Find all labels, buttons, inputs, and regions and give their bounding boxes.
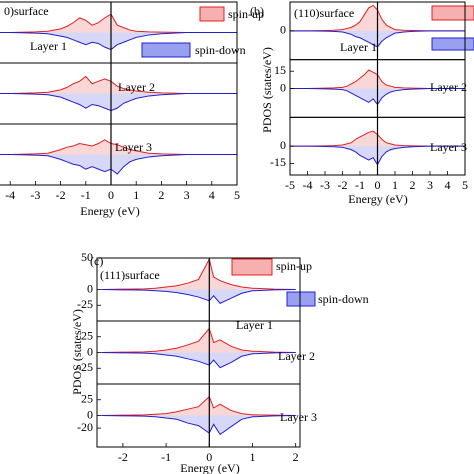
layer-label: Layer 1: [30, 39, 67, 53]
pdos-line: [0, 32, 237, 51]
legend-swatch: [286, 291, 316, 307]
y-tick-label: -25: [77, 360, 93, 374]
pdos-line: [0, 139, 237, 155]
x-tick-label: -3: [30, 188, 40, 202]
layer-label: Layer 2: [430, 80, 467, 94]
panel-label: (b): [250, 4, 264, 18]
layer-label: Layer 3: [280, 410, 317, 424]
pdos-area: [0, 139, 237, 155]
y-tick-label: 0: [280, 138, 286, 152]
pdos-line: [0, 13, 237, 33]
x-tick-label: 0: [108, 188, 114, 202]
pdos-area: [101, 289, 296, 304]
y-tick-label: 0: [87, 344, 93, 358]
x-axis-label: Energy (eV): [80, 204, 139, 218]
pdos-line: [0, 93, 237, 112]
layer-label: Layer 3: [430, 140, 467, 154]
pdos-area: [0, 76, 237, 94]
panel-title: (110)surface: [294, 6, 354, 20]
pdos-line: [290, 69, 465, 89]
x-tick-label: 5: [234, 188, 240, 202]
pdos-line: [101, 257, 296, 290]
x-tick-label: -1: [161, 450, 171, 464]
x-tick-label: -4: [303, 178, 313, 192]
pdos-area: [101, 396, 296, 416]
x-tick-label: 4: [445, 178, 451, 192]
y-tick-label: 25: [81, 329, 93, 343]
x-tick-label: -5: [285, 178, 295, 192]
x-tick-label: 0: [206, 450, 212, 464]
x-tick-label: 1: [249, 450, 255, 464]
x-tick-label: 1: [392, 178, 398, 192]
y-tick-label: 0: [87, 407, 93, 421]
x-axis-label: Energy (eV): [348, 192, 407, 206]
panel-title: (111)surface: [100, 268, 160, 282]
legend-label: spin-down: [195, 43, 246, 57]
pdos-line: [101, 289, 296, 304]
legend-label: spin-down: [318, 292, 369, 306]
legend-label: spin-up: [276, 259, 312, 273]
y-tick-label: 0: [280, 23, 286, 37]
pdos-line: [0, 154, 237, 175]
y-axis-label: PDOS (states/eV): [70, 309, 84, 395]
layer-label: Layer 3: [115, 140, 152, 154]
y-axis-label: PDOS (states/eV): [260, 47, 274, 133]
pdos-area: [0, 154, 237, 175]
y-tick-label: -15: [270, 155, 286, 169]
layer-label: Layer 1: [340, 40, 377, 54]
x-tick-label: 2: [158, 188, 164, 202]
x-tick-label: 3: [427, 178, 433, 192]
pdos-area: [101, 259, 296, 290]
x-tick-label: -2: [338, 178, 348, 192]
y-tick-label: 15: [274, 63, 286, 77]
pdos-line: [290, 88, 465, 106]
x-tick-label: -1: [81, 188, 91, 202]
pdos-area: [0, 14, 237, 33]
legend-swatch: [231, 258, 273, 276]
x-tick-label: -2: [56, 188, 66, 202]
pdos-area: [0, 93, 237, 111]
panel-title: 0)surface: [4, 4, 49, 18]
pdos-area: [101, 352, 296, 368]
pdos-area: [101, 328, 296, 353]
pdos-line: [101, 395, 296, 416]
pdos-line: [101, 327, 296, 353]
y-tick-label: 0: [87, 281, 93, 295]
x-tick-label: 5: [462, 178, 468, 192]
pdos-line: [290, 4, 465, 32]
pdos-area: [101, 415, 296, 435]
x-tick-label: -2: [118, 450, 128, 464]
legend-swatch: [199, 6, 225, 22]
pdos-line: [101, 352, 296, 369]
y-tick-label: 50: [81, 250, 93, 264]
x-tick-label: 4: [209, 188, 215, 202]
legend-swatch: [431, 5, 474, 21]
layer-frame: [96, 383, 301, 448]
pdos-line: [290, 145, 465, 166]
layer-label: Layer 2: [278, 349, 315, 363]
x-tick-label: 2: [410, 178, 416, 192]
y-tick-label: -20: [77, 420, 93, 434]
y-tick-label: 0: [280, 80, 286, 94]
pdos-line: [101, 415, 296, 436]
x-tick-label: -1: [355, 178, 365, 192]
pdos-area: [0, 32, 237, 50]
pdos-line: [0, 75, 237, 94]
legend-swatch: [431, 37, 474, 51]
layer-label: Layer 1: [236, 318, 273, 332]
y-tick-label: -25: [77, 297, 93, 311]
x-axis-label: Energy (eV): [180, 461, 239, 474]
x-tick-label: 1: [133, 188, 139, 202]
y-tick-label: 25: [81, 392, 93, 406]
x-tick-label: -3: [320, 178, 330, 192]
x-tick-label: 0: [375, 178, 381, 192]
x-tick-label: 2: [293, 450, 299, 464]
legend-swatch: [141, 42, 191, 58]
x-tick-label: -4: [5, 188, 15, 202]
pdos-line: [290, 130, 465, 147]
layer-label: Layer 2: [118, 80, 155, 94]
x-tick-label: 3: [184, 188, 190, 202]
pdos-line: [290, 30, 465, 48]
